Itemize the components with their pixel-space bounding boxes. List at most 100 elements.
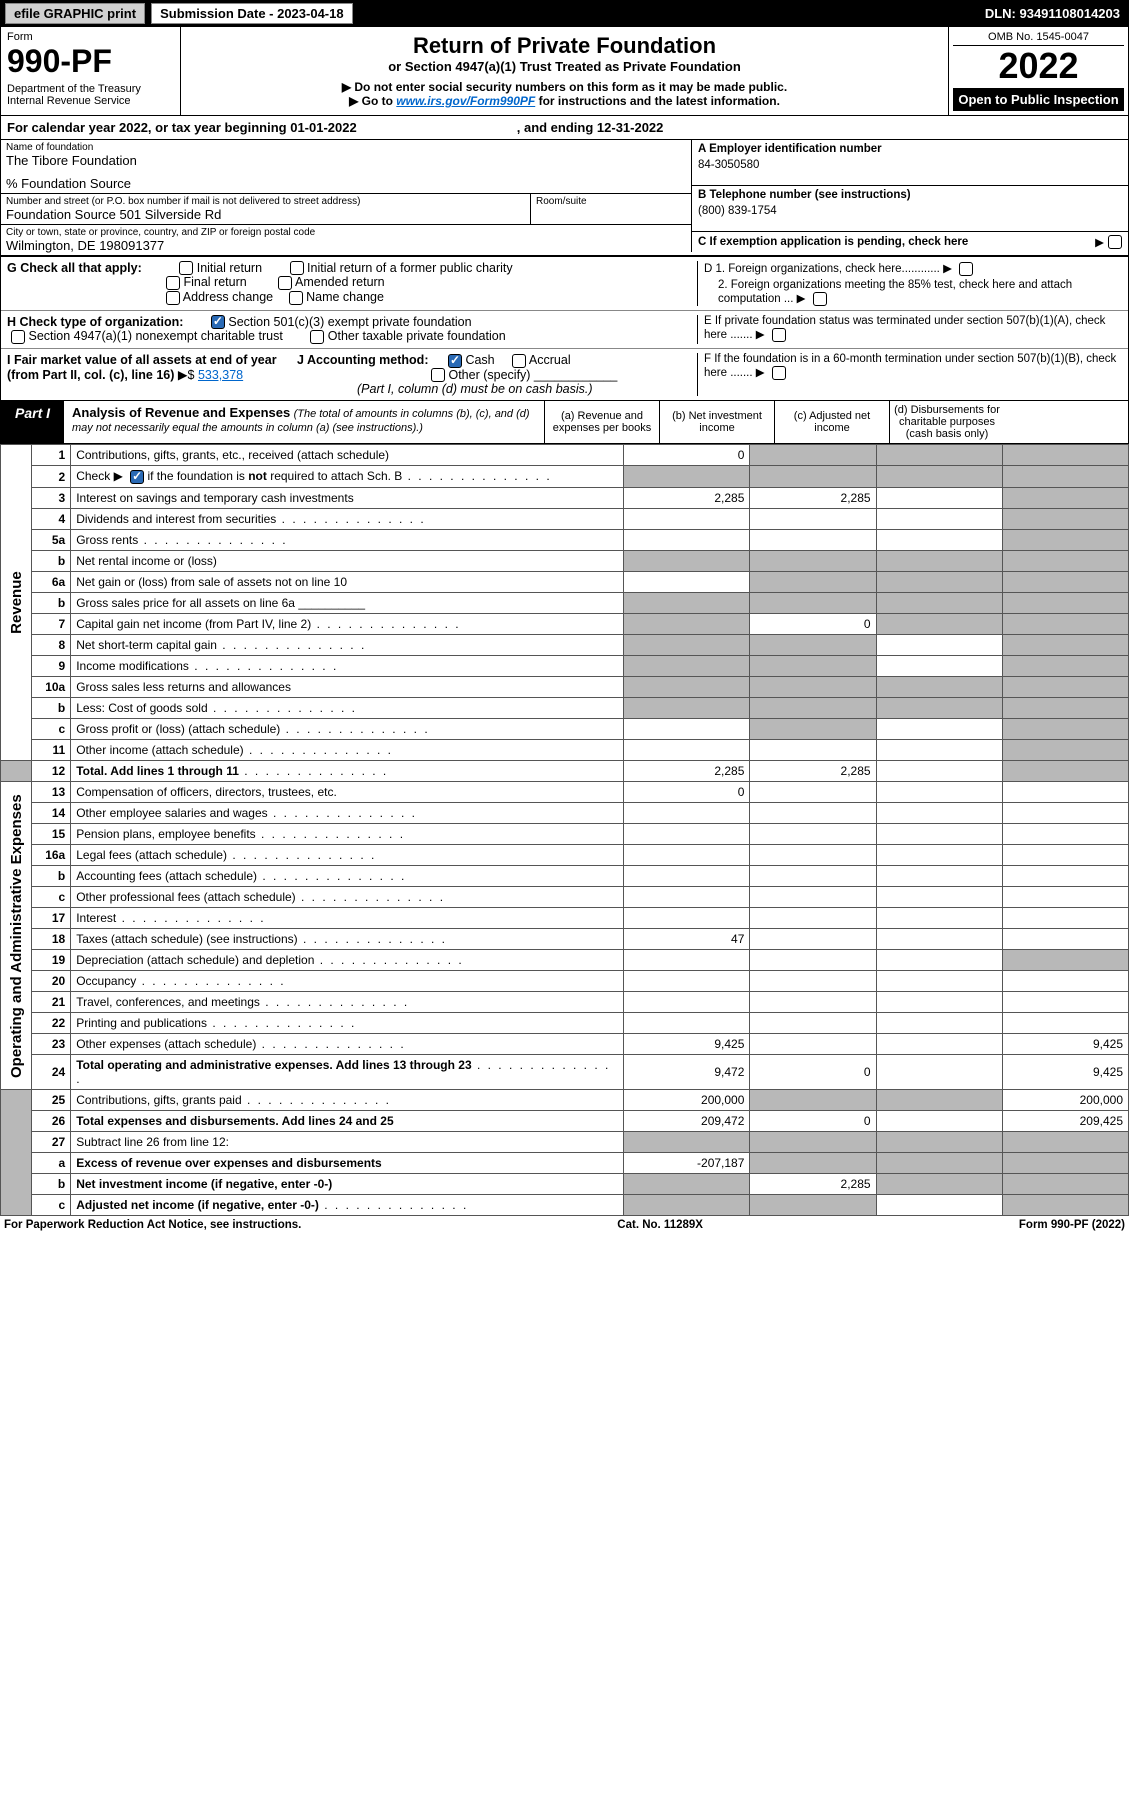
row-num: 19 — [31, 950, 71, 971]
row-num: 5a — [31, 530, 71, 551]
cell — [750, 866, 876, 887]
calendar-year-row: For calendar year 2022, or tax year begi… — [0, 116, 1129, 140]
row-num: 17 — [31, 908, 71, 929]
cell — [750, 551, 876, 572]
cell-25d: 200,000 — [1002, 1090, 1128, 1111]
row-num: b — [31, 698, 71, 719]
e-label: E If private foundation status was termi… — [704, 315, 1105, 341]
table-row: 8 Net short-term capital gain — [1, 635, 1129, 656]
h-opt2: Section 4947(a)(1) nonexempt charitable … — [28, 329, 282, 343]
efile-button[interactable]: efile GRAPHIC print — [5, 3, 145, 24]
table-row: c Adjusted net income (if negative, ente… — [1, 1195, 1129, 1216]
g-opt-final: Final return — [183, 275, 246, 289]
g-initial-checkbox[interactable] — [179, 261, 193, 275]
cell — [876, 929, 1002, 950]
cell — [750, 530, 876, 551]
j-accrual-checkbox[interactable] — [512, 354, 526, 368]
cell — [750, 782, 876, 803]
row-num: 7 — [31, 614, 71, 635]
cell — [876, 992, 1002, 1013]
cell — [1002, 740, 1128, 761]
cell — [750, 908, 876, 929]
e-checkbox[interactable] — [772, 328, 786, 342]
col-a-header: (a) Revenue and expenses per books — [544, 401, 659, 443]
j-opt-cash: Cash — [465, 353, 494, 367]
cell — [876, 488, 1002, 509]
spacer — [1, 761, 32, 782]
cell — [750, 677, 876, 698]
h-4947-checkbox[interactable] — [11, 330, 25, 344]
table-row: 5a Gross rents — [1, 530, 1129, 551]
row-desc: Legal fees (attach schedule) — [71, 845, 624, 866]
table-row: 14 Other employee salaries and wages — [1, 803, 1129, 824]
room-label: Room/suite — [536, 196, 686, 207]
j-other-checkbox[interactable] — [431, 368, 445, 382]
cell — [876, 656, 1002, 677]
cell — [750, 509, 876, 530]
cell — [624, 1174, 750, 1195]
cell — [1002, 761, 1128, 782]
cell — [1002, 635, 1128, 656]
cell-24b: 0 — [750, 1055, 876, 1090]
cell — [876, 845, 1002, 866]
g-address-checkbox[interactable] — [166, 291, 180, 305]
h-501c3-checkbox[interactable] — [211, 315, 225, 329]
ein-label: A Employer identification number — [698, 143, 1122, 155]
table-row: 20 Occupancy — [1, 971, 1129, 992]
col-c-header: (c) Adjusted net income — [774, 401, 889, 443]
row-desc: Occupancy — [71, 971, 624, 992]
dept-line-1: Department of the Treasury — [7, 83, 174, 95]
i-prefix: ▶$ — [178, 368, 195, 382]
f-checkbox[interactable] — [772, 366, 786, 380]
cell — [750, 698, 876, 719]
g-name-checkbox[interactable] — [289, 291, 303, 305]
instr2-suffix: for instructions and the latest informat… — [535, 94, 780, 108]
row-num: 6a — [31, 572, 71, 593]
cell — [624, 635, 750, 656]
j-cash-checkbox[interactable] — [448, 354, 462, 368]
row-desc: Other expenses (attach schedule) — [71, 1034, 624, 1055]
cell — [876, 551, 1002, 572]
row-num: 3 — [31, 488, 71, 509]
cell — [750, 1013, 876, 1034]
table-row: b Net rental income or (loss) — [1, 551, 1129, 572]
d1-label: D 1. Foreign organizations, check here..… — [704, 263, 940, 275]
c-checkbox[interactable] — [1108, 235, 1122, 249]
cell — [876, 572, 1002, 593]
row-num: 1 — [31, 445, 71, 466]
form-header: Form 990-PF Department of the Treasury I… — [0, 27, 1129, 116]
row-num: 20 — [31, 971, 71, 992]
j-note: (Part I, column (d) must be on cash basi… — [357, 382, 593, 396]
cell-12a: 2,285 — [624, 761, 750, 782]
cell-23d: 9,425 — [1002, 1034, 1128, 1055]
street-value: Foundation Source 501 Silverside Rd — [6, 207, 525, 222]
part1-title-text: Analysis of Revenue and Expenses — [72, 405, 290, 420]
spacer — [1, 1090, 32, 1216]
street-label: Number and street (or P.O. box number if… — [6, 196, 525, 207]
cell — [876, 1195, 1002, 1216]
cell — [1002, 950, 1128, 971]
cell — [1002, 908, 1128, 929]
cell — [750, 1090, 876, 1111]
d2-checkbox[interactable] — [813, 292, 827, 306]
row-num: c — [31, 887, 71, 908]
row-desc: Income modifications — [71, 656, 624, 677]
h-other-checkbox[interactable] — [310, 330, 324, 344]
g-amended-checkbox[interactable] — [278, 276, 292, 290]
cell — [624, 824, 750, 845]
cell — [876, 1055, 1002, 1090]
d-section: D 1. Foreign organizations, check here..… — [697, 261, 1122, 306]
ij-section: I Fair market value of all assets at end… — [7, 353, 697, 396]
row-num: b — [31, 1174, 71, 1195]
table-row: 18 Taxes (attach schedule) (see instruct… — [1, 929, 1129, 950]
table-row: c Other professional fees (attach schedu… — [1, 887, 1129, 908]
row-desc: Printing and publications — [71, 1013, 624, 1034]
d1-checkbox[interactable] — [959, 262, 973, 276]
cell — [750, 929, 876, 950]
instructions-link[interactable]: www.irs.gov/Form990PF — [396, 94, 535, 108]
schb-checkbox[interactable] — [130, 470, 144, 484]
cell-3b: 2,285 — [750, 488, 876, 509]
g-initial-former-checkbox[interactable] — [290, 261, 304, 275]
table-row: 15 Pension plans, employee benefits — [1, 824, 1129, 845]
g-final-checkbox[interactable] — [166, 276, 180, 290]
